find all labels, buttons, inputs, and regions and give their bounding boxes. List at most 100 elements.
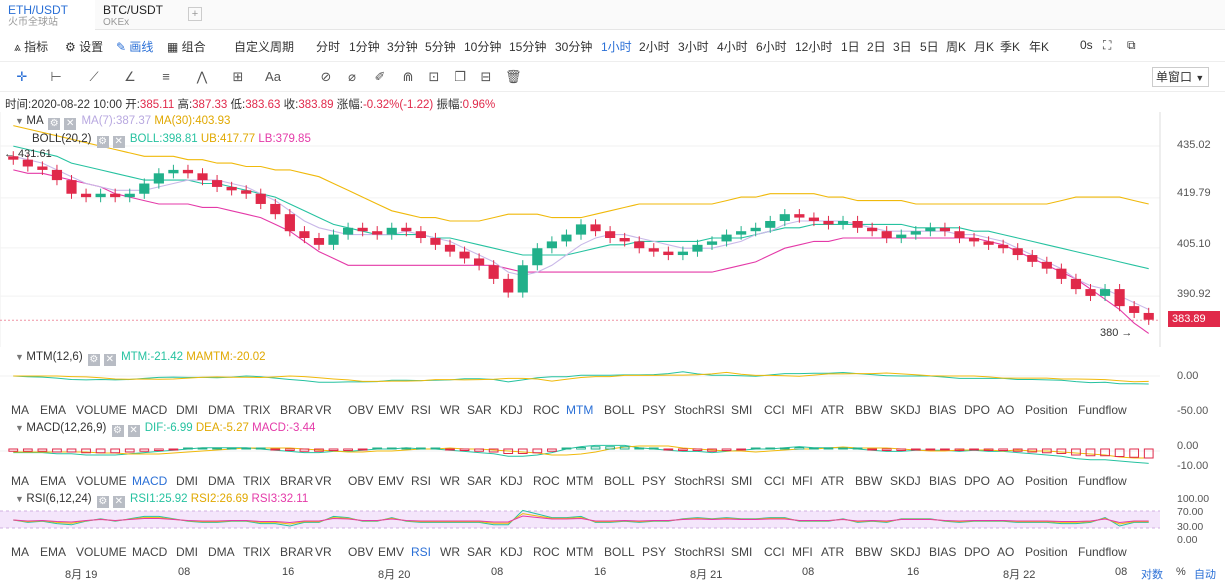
indicator-tab-trix[interactable]: TRIX [243, 403, 271, 417]
period-6[interactable]: 30分钟 [555, 40, 593, 54]
fullscreen-icon[interactable]: ⛶ [1103, 38, 1112, 52]
custom-period-button[interactable]: 自定义周期 [234, 40, 295, 54]
indicator-tab-sar[interactable]: SAR [467, 474, 492, 488]
indicator-tab-fundflow[interactable]: Fundflow [1078, 474, 1127, 488]
angle-icon[interactable]: ∠ [124, 69, 136, 84]
brush-icon[interactable]: ✐ [374, 69, 386, 84]
indicator-tab-obv[interactable]: OBV [348, 545, 374, 559]
indicator-tab-rsi[interactable]: RSI [411, 545, 432, 559]
main-chart[interactable] [0, 112, 1225, 347]
indicator-tab-vr[interactable]: VR [315, 545, 332, 559]
collapse-icon[interactable]: ▼ [15, 423, 27, 433]
indicator-tab-position[interactable]: Position [1025, 403, 1068, 417]
highlighter-icon[interactable]: ⊘ [320, 69, 332, 84]
period-19[interactable]: 季K [1000, 40, 1021, 54]
indicator-tab-stochrsi[interactable]: StochRSI [674, 403, 725, 417]
indicator-tab-boll[interactable]: BOLL [604, 403, 635, 417]
gear-icon[interactable]: ⚙ [111, 425, 124, 437]
indicator-tab-ao[interactable]: AO [997, 474, 1015, 488]
period-2[interactable]: 3分钟 [387, 40, 418, 54]
mtm-chart[interactable] [0, 362, 1160, 402]
auto-scale-button[interactable]: 自动 [1194, 569, 1216, 581]
indicator-tab-dpo[interactable]: DPO [964, 403, 991, 417]
rectangle-icon[interactable]: ⊞ [232, 69, 244, 84]
period-14[interactable]: 2日 [867, 40, 886, 54]
indicator-tab-psy[interactable]: PSY [642, 403, 667, 417]
period-0[interactable]: 分时 [316, 40, 341, 54]
indicator-tab-emv[interactable]: EMV [378, 545, 405, 559]
indicator-tab-dmi[interactable]: DMI [176, 474, 198, 488]
indicator-tab-smi[interactable]: SMI [731, 545, 753, 559]
indicator-tab-roc[interactable]: ROC [533, 403, 560, 417]
indicator-tab-volume[interactable]: VOLUME [76, 474, 127, 488]
indicator-tab-mfi[interactable]: MFI [792, 474, 813, 488]
indicator-tab-wr[interactable]: WR [440, 474, 460, 488]
indicator-tab-atr[interactable]: ATR [821, 403, 845, 417]
indicator-tab-volume[interactable]: VOLUME [76, 403, 127, 417]
indicator-tab-brar[interactable]: BRAR [280, 545, 314, 559]
indicator-tab-ma[interactable]: MA [11, 545, 29, 559]
indicator-tab-ema[interactable]: EMA [40, 474, 67, 488]
percent-scale-button[interactable]: % [1176, 566, 1186, 578]
indicator-tab-bias[interactable]: BIAS [929, 474, 957, 488]
indicator-tab-kdj[interactable]: KDJ [500, 474, 523, 488]
period-13[interactable]: 1日 [841, 40, 860, 54]
copy-icon[interactable]: ❐ [454, 69, 466, 84]
indicator-tab-sar[interactable]: SAR [467, 403, 492, 417]
period-20[interactable]: 年K [1029, 40, 1050, 54]
indicator-tab-psy[interactable]: PSY [642, 474, 667, 488]
close-icon[interactable]: ✕ [64, 118, 77, 130]
indicator-tab-emv[interactable]: EMV [378, 403, 405, 417]
indicator-tab-atr[interactable]: ATR [821, 545, 845, 559]
indicator-tab-stochrsi[interactable]: StochRSI [674, 545, 725, 559]
indicator-tab-kdj[interactable]: KDJ [500, 545, 523, 559]
indicator-tab-wr[interactable]: WR [440, 545, 460, 559]
gear-icon[interactable]: ⚙ [87, 354, 100, 366]
indicator-tab-cci[interactable]: CCI [764, 403, 785, 417]
parallel-icon[interactable]: ≡ [162, 69, 170, 84]
expand-icon[interactable]: ⧉ [1127, 38, 1136, 52]
indicator-tab-smi[interactable]: SMI [731, 403, 753, 417]
indicator-tab-mtm[interactable]: MTM [566, 403, 594, 417]
indicator-tab-position[interactable]: Position [1025, 545, 1068, 559]
indicator-tab-brar[interactable]: BRAR [280, 403, 314, 417]
indicator-tab-trix[interactable]: TRIX [243, 474, 271, 488]
indicator-tab-macd[interactable]: MACD [132, 403, 168, 417]
indicator-tab-boll[interactable]: BOLL [604, 474, 635, 488]
indicator-tab-mfi[interactable]: MFI [792, 545, 813, 559]
indicator-tab-position[interactable]: Position [1025, 474, 1068, 488]
collapse-icon[interactable]: ▼ [15, 494, 27, 504]
indicator-tab-bias[interactable]: BIAS [929, 403, 957, 417]
add-tab-button[interactable]: + [188, 7, 202, 21]
indicator-tab-cci[interactable]: CCI [764, 545, 785, 559]
tab-eth-usdt[interactable]: ETH/USDT 火币全球站 [0, 0, 95, 30]
macd-chart[interactable] [0, 437, 1160, 477]
indicator-tab-rsi[interactable]: RSI [411, 403, 432, 417]
period-16[interactable]: 5日 [920, 40, 939, 54]
indicator-tab-skdj[interactable]: SKDJ [890, 403, 921, 417]
indicator-tab-cci[interactable]: CCI [764, 474, 785, 488]
rsi-chart[interactable] [0, 508, 1160, 544]
log-scale-button[interactable]: 对数 [1141, 569, 1163, 581]
indicator-tab-skdj[interactable]: SKDJ [890, 474, 921, 488]
indicator-tab-ma[interactable]: MA [11, 403, 29, 417]
indicator-tab-kdj[interactable]: KDJ [500, 403, 523, 417]
ray-icon[interactable]: ⟋ [89, 69, 99, 84]
indicator-tab-emv[interactable]: EMV [378, 474, 405, 488]
trash-icon[interactable]: 🗑 [505, 69, 522, 84]
collapse-icon[interactable]: ▼ [15, 352, 27, 362]
indicator-tab-brar[interactable]: BRAR [280, 474, 314, 488]
indicator-tab-wr[interactable]: WR [440, 403, 460, 417]
period-18[interactable]: 月K [974, 40, 995, 54]
indicator-tab-sar[interactable]: SAR [467, 545, 492, 559]
indicator-tab-psy[interactable]: PSY [642, 545, 667, 559]
period-12[interactable]: 12小时 [795, 40, 833, 54]
gear-icon[interactable]: ⚙ [96, 496, 109, 508]
indicator-tab-skdj[interactable]: SKDJ [890, 545, 921, 559]
indicator-tab-fundflow[interactable]: Fundflow [1078, 403, 1127, 417]
indicator-tab-dma[interactable]: DMA [208, 474, 235, 488]
ruler-icon[interactable]: ⌀ [348, 69, 356, 84]
indicator-tab-mtm[interactable]: MTM [566, 474, 594, 488]
indicator-tab-dma[interactable]: DMA [208, 403, 235, 417]
indicator-tab-dmi[interactable]: DMI [176, 403, 198, 417]
